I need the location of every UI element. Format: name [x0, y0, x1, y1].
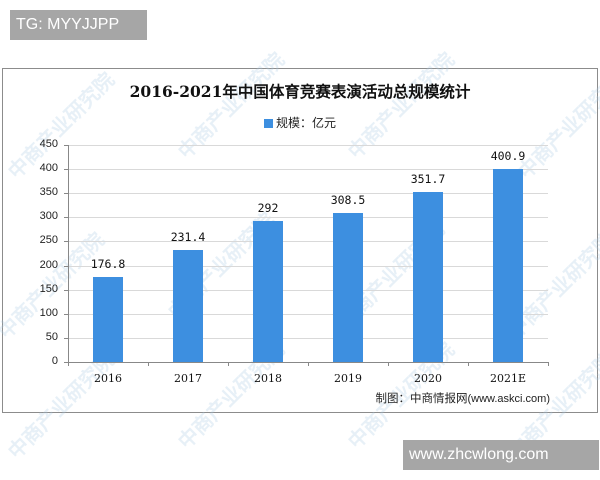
bar-2016 [93, 277, 123, 362]
gridline [68, 193, 548, 194]
bar-2017 [173, 250, 203, 362]
x-tick-mark [148, 362, 149, 366]
x-tick-mark [548, 362, 549, 366]
x-tick-mark [388, 362, 389, 366]
source-prefix: 制图：中商情报网 [375, 391, 468, 405]
y-tick-label: 350 [39, 186, 58, 198]
gridline [68, 290, 548, 291]
bar-value-label: 176.8 [90, 257, 126, 271]
x-tick-label: 2018 [254, 372, 282, 385]
x-tick-mark [68, 362, 69, 366]
y-tick-label: 250 [39, 234, 58, 246]
y-tick-mark [64, 362, 68, 363]
bar-value-label: 400.9 [490, 149, 526, 163]
y-tick-label: 200 [39, 259, 58, 271]
y-tick-mark [64, 217, 68, 218]
x-tick-label: 2019 [334, 372, 362, 385]
bar-value-label: 231.4 [170, 230, 206, 244]
x-tick-mark [308, 362, 309, 366]
gridline [68, 338, 548, 339]
x-tick-label: 2021E [489, 372, 527, 385]
y-tick-label: 400 [39, 162, 58, 174]
gridline [68, 217, 548, 218]
bar-value-label: 308.5 [330, 193, 366, 207]
bar-2020 [413, 192, 443, 362]
bar-2021E [493, 169, 523, 362]
x-tick-label: 2020 [414, 372, 442, 385]
legend-swatch [263, 119, 273, 128]
y-axis [68, 145, 69, 363]
gridline [68, 266, 548, 267]
bar-2018 [253, 221, 283, 362]
x-tick-label: 2017 [174, 372, 202, 385]
y-tick-mark [64, 290, 68, 291]
chart-source: 制图：中商情报网(www.askci.com) [375, 390, 550, 406]
x-tick-mark [228, 362, 229, 366]
y-tick-label: 150 [39, 283, 58, 295]
top-overlay-tag: TG: MYYJJPP [10, 10, 147, 40]
gridline [68, 241, 548, 242]
gridline [68, 145, 548, 146]
y-tick-mark [64, 241, 68, 242]
bar-value-label: 351.7 [410, 172, 446, 186]
y-tick-mark [64, 169, 68, 170]
source-url: (www.askci.com) [467, 393, 550, 405]
y-tick-mark [64, 145, 68, 146]
y-tick-mark [64, 338, 68, 339]
y-tick-mark [64, 193, 68, 194]
bar-2019 [333, 213, 363, 362]
y-tick-mark [64, 266, 68, 267]
bar-value-label: 292 [257, 201, 279, 215]
chart-title: 2016-2021年中国体育竞赛表演活动总规模统计 [129, 82, 471, 101]
gridline [68, 314, 548, 315]
y-tick-label: 100 [39, 307, 58, 319]
chart-legend: 规模：亿元 [0, 114, 600, 131]
bottom-overlay-tag: www.zhcwlong.com [403, 440, 599, 470]
gridline [68, 169, 548, 170]
y-tick-label: 450 [39, 138, 58, 150]
x-tick-mark [468, 362, 469, 366]
y-tick-label: 300 [39, 210, 58, 222]
y-tick-label: 50 [45, 331, 58, 343]
y-tick-label: 0 [51, 355, 58, 367]
x-tick-label: 2016 [94, 372, 122, 385]
y-tick-mark [64, 314, 68, 315]
legend-label: 规模：亿元 [275, 116, 336, 130]
